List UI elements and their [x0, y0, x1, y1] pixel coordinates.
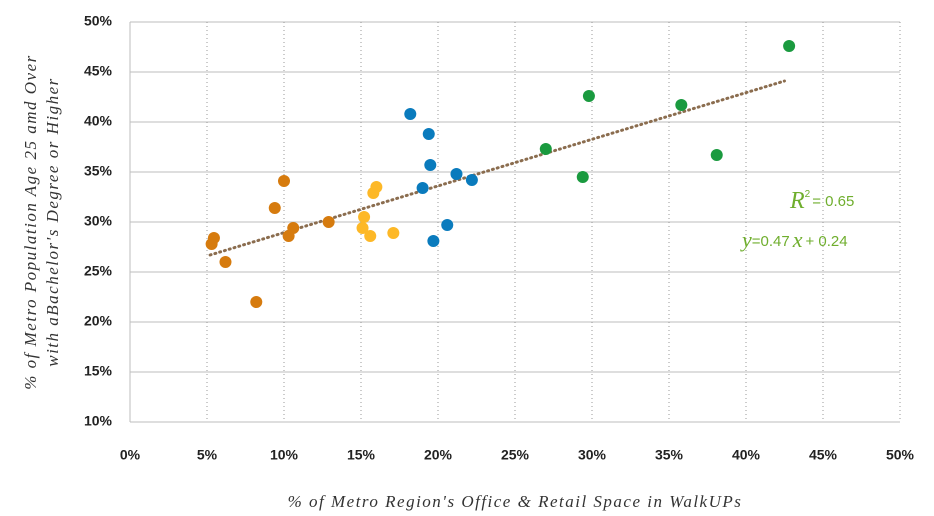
point	[450, 168, 463, 180]
point	[268, 202, 281, 214]
point	[441, 219, 454, 231]
y-tick-label: 45%	[84, 63, 113, 79]
y-axis-label: with aBachelor's Degree or Higher	[43, 77, 62, 367]
y-tick-label: 35%	[84, 163, 113, 179]
y-axis-label: % of Metro Population Age 25 amd Over	[21, 54, 40, 390]
point	[250, 296, 263, 308]
trend-line	[208, 79, 786, 257]
equation: y=0.47 x + 0.24	[740, 227, 848, 252]
point	[364, 230, 377, 242]
point	[576, 171, 589, 183]
r-symbol: R	[789, 188, 805, 214]
y-tick-label: 30%	[84, 213, 113, 229]
y-tick-label: 15%	[84, 363, 113, 379]
r-squared: R2 = 0.65	[789, 188, 854, 214]
x-tick-label: 35%	[655, 447, 684, 463]
point	[370, 181, 383, 193]
eq-intercept: + 0.24	[806, 233, 848, 250]
y-tick-label: 20%	[84, 313, 113, 329]
point	[322, 216, 335, 228]
x-tick-label: 20%	[424, 447, 453, 463]
point	[219, 256, 232, 268]
x-tick-label: 5%	[197, 447, 218, 463]
point	[539, 143, 552, 155]
x-tick-label: 10%	[270, 447, 299, 463]
y-tick-label: 50%	[84, 13, 113, 29]
point	[287, 222, 300, 234]
r-value: = 0.65	[812, 193, 854, 210]
point	[424, 159, 437, 171]
eq-slope: =0.47	[752, 233, 790, 250]
point	[278, 175, 290, 187]
point	[404, 108, 417, 120]
x-tick-label: 25%	[501, 447, 530, 463]
y-tick-label: 10%	[84, 413, 113, 429]
point	[783, 40, 796, 52]
y-tick-label: 25%	[84, 263, 113, 279]
point	[356, 222, 369, 234]
x-tick-label: 15%	[347, 447, 376, 463]
x-tick-label: 45%	[809, 447, 838, 463]
point	[427, 235, 440, 247]
x-tick-label: 40%	[732, 447, 761, 463]
point	[416, 182, 429, 194]
point	[710, 149, 723, 161]
point	[358, 211, 371, 223]
eq-x: x	[792, 227, 803, 252]
r-exponent: 2	[805, 189, 811, 200]
point	[387, 227, 400, 239]
point	[422, 128, 435, 140]
eq-y: y	[740, 227, 752, 252]
point	[465, 174, 478, 186]
point	[207, 232, 220, 244]
y-tick-label: 40%	[84, 113, 113, 129]
x-tick-label: 0%	[120, 447, 141, 463]
point	[675, 99, 688, 111]
point	[582, 90, 595, 102]
x-axis-label: % of Metro Region's Office & Retail Spac…	[288, 492, 743, 511]
x-tick-label: 50%	[886, 447, 915, 463]
x-tick-label: 30%	[578, 447, 607, 463]
